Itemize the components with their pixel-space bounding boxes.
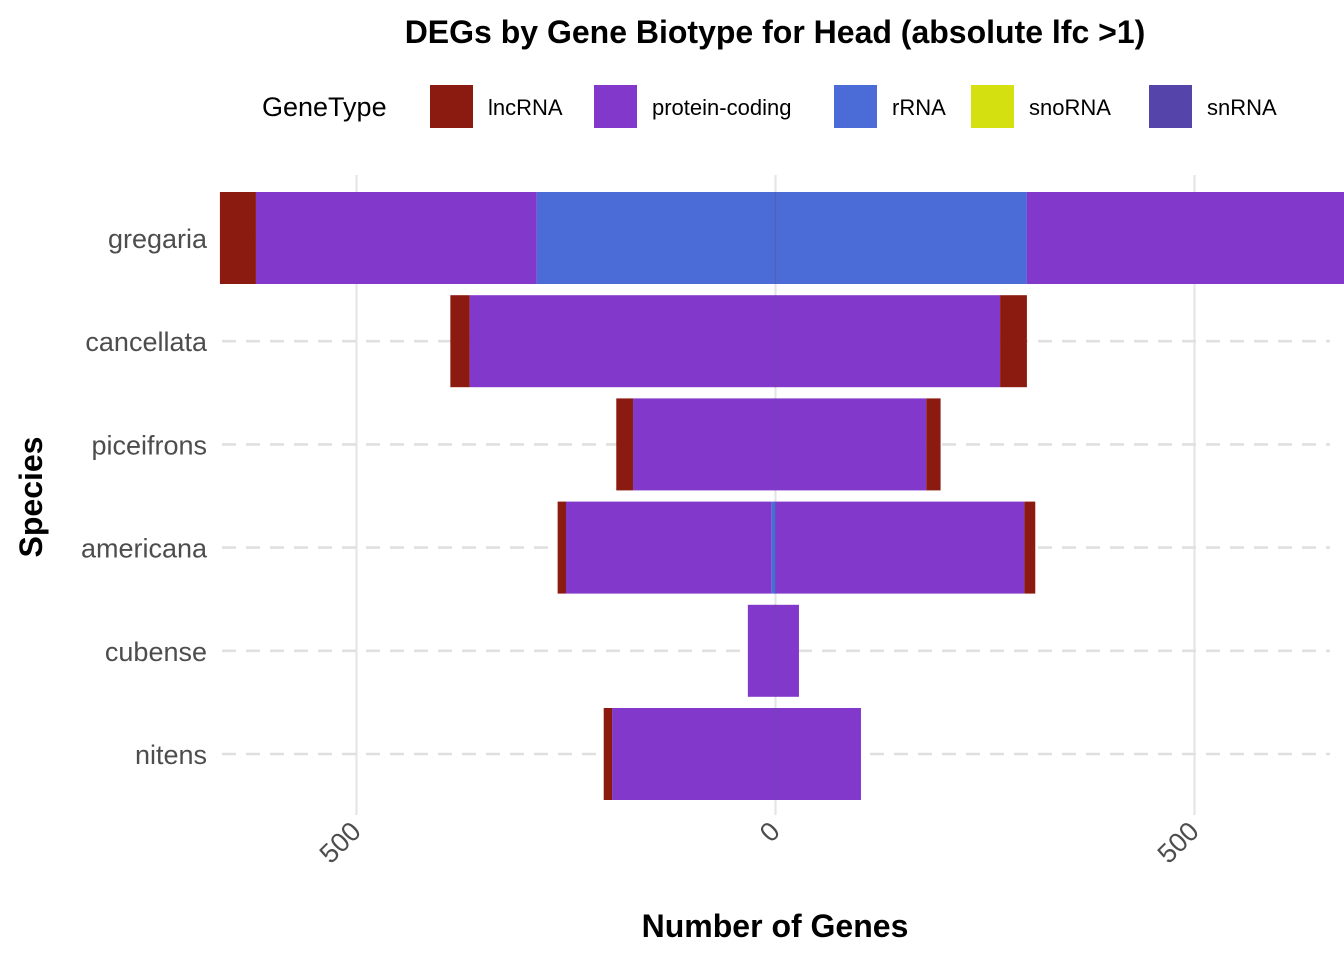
- bar-americana-protein-coding-up: [775, 501, 1025, 594]
- bar-cubense-protein-coding-down: [747, 604, 776, 697]
- legend-label-snoRNA: snoRNA: [1029, 95, 1111, 120]
- y-tick-label: gregaria: [108, 224, 208, 254]
- legend-title: GeneType: [262, 92, 387, 122]
- bar-nitens-protein-coding-down: [612, 708, 776, 800]
- bar-cancellata-protein-coding-up: [775, 295, 1001, 388]
- bars: [219, 192, 1344, 800]
- legend-label-snRNA: snRNA: [1207, 95, 1277, 120]
- bar-gregaria-protein-coding-down: [255, 192, 537, 284]
- x-axis-title: Number of Genes: [642, 908, 909, 944]
- y-tick-labels: gregaria cancellata piceifrons americana cub…: [81, 224, 208, 770]
- x-tick-label: 500: [314, 816, 367, 869]
- y-axis-title: Species: [13, 437, 49, 558]
- bar-nitens-protein-coding-up: [775, 708, 861, 800]
- legend-key-lncRNA: [430, 85, 473, 128]
- legend-label-protein-coding: protein-coding: [652, 95, 791, 120]
- legend-label-rRNA: rRNA: [892, 95, 946, 120]
- x-tick-labels: 100050005001000: [314, 816, 1205, 869]
- bar-cancellata-lncRNA-down: [450, 295, 470, 388]
- y-tick-label: piceifrons: [91, 430, 207, 460]
- y-tick-label: cancellata: [85, 327, 208, 357]
- bar-piceifrons-protein-coding-up: [775, 398, 927, 491]
- bar-cubense-protein-coding-up: [775, 604, 799, 697]
- legend-key-protein-coding: [594, 85, 637, 128]
- bar-nitens-lncRNA-down: [603, 708, 613, 800]
- x-tick-label: 500: [1152, 816, 1205, 869]
- bar-piceifrons-lncRNA-up: [926, 398, 941, 491]
- bar-americana-rRNA-down: [771, 501, 776, 594]
- bar-gregaria-protein-coding-up: [1026, 192, 1344, 284]
- legend: GeneType lncRNA protein-coding rRNA snoRNA s…: [262, 85, 1277, 128]
- bar-americana-lncRNA-down: [557, 501, 566, 594]
- legend-key-rRNA: [834, 85, 877, 128]
- bar-americana-protein-coding-down: [566, 501, 772, 594]
- bar-gregaria-rRNA-up: [775, 192, 1027, 284]
- bar-cancellata-protein-coding-down: [469, 295, 776, 388]
- legend-label-lncRNA: lncRNA: [488, 95, 563, 120]
- chart-title: DEGs by Gene Biotype for Head (absolute …: [405, 14, 1146, 50]
- bar-americana-lncRNA-up: [1024, 501, 1036, 594]
- y-tick-label: americana: [81, 534, 208, 564]
- y-tick-label: cubense: [105, 637, 207, 667]
- y-tick-label: nitens: [135, 740, 207, 770]
- bar-cancellata-lncRNA-up: [1000, 295, 1027, 388]
- bar-gregaria-rRNA-down: [536, 192, 776, 284]
- bar-gregaria-lncRNA-down: [219, 192, 256, 284]
- bar-piceifrons-lncRNA-down: [616, 398, 634, 491]
- legend-key-snoRNA: [971, 85, 1014, 128]
- bar-piceifrons-protein-coding-down: [633, 398, 776, 491]
- x-tick-label: 0: [754, 816, 786, 848]
- legend-key-snRNA: [1149, 85, 1192, 128]
